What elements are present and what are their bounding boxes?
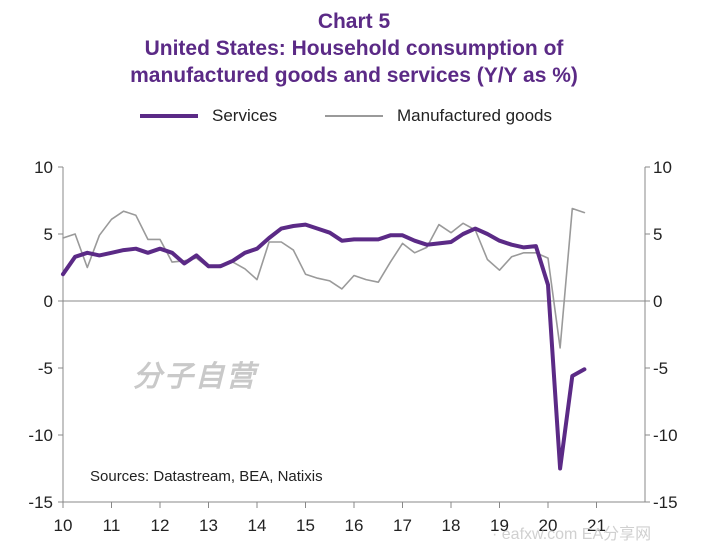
x-tick-label: 19 — [490, 516, 509, 535]
x-tick-label: 14 — [248, 516, 267, 535]
y-tick-label-right: -15 — [653, 493, 678, 512]
y-tick-label-left: -15 — [28, 493, 53, 512]
y-tick-label-right: -10 — [653, 426, 678, 445]
x-tick-label: 21 — [587, 516, 606, 535]
title-line-1: Chart 5 — [317, 10, 391, 33]
legend: Services Manufactured goods — [0, 106, 708, 132]
legend-label-services: Services — [212, 106, 278, 125]
watermark-text: 分子自营 — [133, 361, 258, 393]
legend-label-manufactured: Manufactured goods — [397, 106, 552, 125]
x-tick-label: 13 — [199, 516, 218, 535]
x-tick-label: 15 — [296, 516, 315, 535]
y-tick-label-left: -5 — [38, 359, 53, 378]
legend-swatch-manufactured — [325, 115, 383, 117]
y-tick-label-left: 10 — [34, 158, 53, 177]
sources-note: Sources: Datastream, BEA, Natixis — [90, 468, 323, 485]
x-tick-label: 10 — [54, 516, 73, 535]
series-line-manufactured-goods — [62, 207, 586, 349]
y-tick-label-left: 5 — [44, 225, 53, 244]
x-tick-label: 12 — [151, 516, 170, 535]
footer-watermark: · eafxw.com EA分享网 — [492, 526, 652, 543]
legend-swatch-services — [140, 114, 198, 118]
x-tick-label: 16 — [345, 516, 364, 535]
y-tick-label-right: -5 — [653, 359, 668, 378]
y-tick-label-right: 10 — [653, 158, 672, 177]
x-tick-label: 18 — [442, 516, 461, 535]
legend-item-manufactured: Manufactured goods — [325, 106, 552, 126]
series-line-services — [61, 222, 587, 471]
title-line-2: United States: Household consumption of — [144, 37, 564, 60]
title-line-3: manufactured goods and services (Y/Y as … — [130, 64, 578, 87]
y-tick-label-left: 0 — [44, 292, 53, 311]
y-tick-label-right: 5 — [653, 225, 662, 244]
x-tick-label: 17 — [393, 516, 412, 535]
x-tick-label: 20 — [539, 516, 558, 535]
legend-item-services: Services — [140, 106, 277, 126]
y-tick-label-left: -10 — [28, 426, 53, 445]
chart-title: Chart 5 United States: Household consump… — [0, 8, 708, 89]
x-tick-label: 11 — [103, 516, 121, 535]
y-tick-label-right: 0 — [653, 292, 662, 311]
